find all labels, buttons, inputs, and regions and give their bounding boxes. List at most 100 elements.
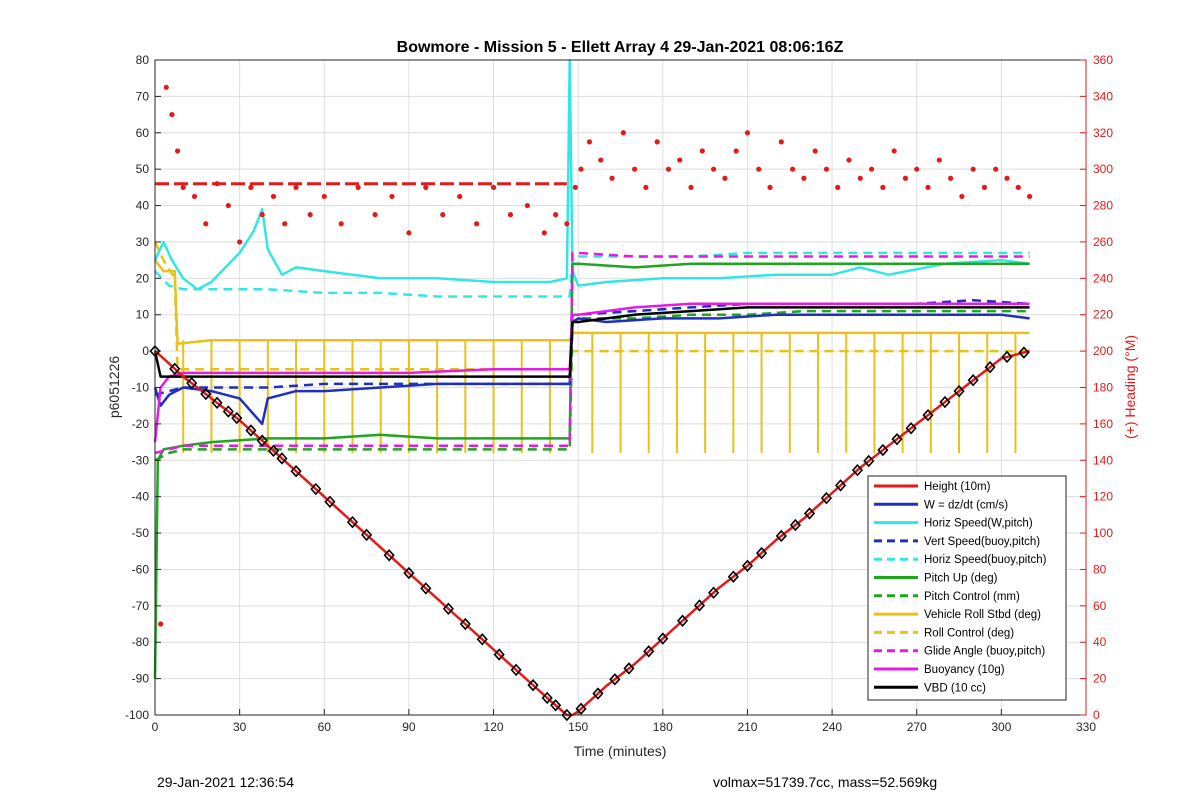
heading-point xyxy=(457,193,463,200)
depth-marker xyxy=(510,663,522,677)
depth-marker xyxy=(493,648,505,661)
series-line-glide-angle-buoy-pitch xyxy=(154,251,1030,455)
depth-marker xyxy=(231,411,243,425)
x-tick-label: 300 xyxy=(991,720,1011,734)
x-tick-label: 90 xyxy=(402,720,416,734)
y-tick-label: 70 xyxy=(136,89,150,103)
y2-tick-label: 80 xyxy=(1093,562,1107,576)
heading-point xyxy=(423,184,429,190)
series-line-vbd-10-cc xyxy=(153,306,1030,378)
depth-marker xyxy=(310,482,322,496)
x-tick-label: 0 xyxy=(152,720,159,734)
y-tick-label: 0 xyxy=(142,344,149,358)
depth-marker xyxy=(1018,346,1030,359)
heading-point xyxy=(259,212,265,218)
heading-point xyxy=(857,175,863,181)
depth-marker xyxy=(383,549,395,562)
depth-marker xyxy=(922,408,934,422)
y2-tick-label: 180 xyxy=(1093,381,1113,395)
depth-marker xyxy=(877,443,889,457)
heading-point xyxy=(756,166,762,172)
depth-marker xyxy=(346,515,359,529)
heading-point xyxy=(733,148,739,154)
heading-point xyxy=(598,157,604,163)
depth-marker xyxy=(267,444,280,458)
depth-marker xyxy=(442,602,454,615)
axis-ticks: 0 30 60 90 120 150 180 210 240 270 300 330-100-90-8… xyxy=(125,53,1113,734)
y2-tick-label: 0 xyxy=(1093,708,1100,722)
y-tick-label: 60 xyxy=(136,126,150,140)
y-tick-label: -20 xyxy=(132,417,150,431)
y-tick-label: -100 xyxy=(125,708,149,722)
series-line-pitch-up-deg xyxy=(153,262,1030,679)
y2-tick-label: 300 xyxy=(1093,162,1113,176)
depth-marker xyxy=(693,599,706,612)
series-line-horiz-speed-w-pitch xyxy=(153,58,1030,291)
depth-marker xyxy=(290,464,302,478)
y-tick-label: 80 xyxy=(136,53,150,67)
x-tick-label: 330 xyxy=(1076,720,1096,734)
legend-label: Buoyancy (10g) xyxy=(924,664,1005,676)
chart-title: Bowmore - Mission 5 - Ellett Array 4 29-… xyxy=(397,39,844,56)
y2-tick-label: 40 xyxy=(1093,635,1107,649)
depth-marker xyxy=(459,617,471,631)
depth-marker xyxy=(851,463,864,477)
depth-marker xyxy=(891,432,903,446)
x-tick-label: 60 xyxy=(318,720,332,734)
heading-point xyxy=(307,212,313,218)
heading-point xyxy=(1015,184,1021,190)
depth-marker xyxy=(820,491,833,505)
heading-point xyxy=(191,193,198,200)
depth-marker xyxy=(403,566,415,580)
depth-marker xyxy=(592,687,604,700)
heading-point xyxy=(936,157,942,163)
depth-marker xyxy=(708,586,720,599)
y-tick-label: -60 xyxy=(132,562,150,576)
depth-marker xyxy=(169,362,181,375)
legend-label: Glide Angle (buoy,pitch) xyxy=(924,646,1045,658)
depth-marker xyxy=(863,454,875,468)
heading-point xyxy=(572,184,578,190)
y-tick-label: -40 xyxy=(132,490,150,504)
heading-point xyxy=(699,148,705,154)
heading-point xyxy=(846,157,852,163)
series-line-vehicle-roll-stbd-deg xyxy=(154,259,1030,346)
heading-point xyxy=(722,175,728,181)
depth-marker xyxy=(276,452,288,465)
y2-tick-label: 280 xyxy=(1093,199,1113,213)
heading-point xyxy=(214,181,220,187)
legend-label: Height (10m) xyxy=(924,481,991,493)
heading-point xyxy=(868,166,875,172)
legend-label: Roll Control (deg) xyxy=(924,627,1014,639)
heading-point xyxy=(925,184,931,190)
depth-marker xyxy=(211,396,223,409)
heading-point xyxy=(225,202,231,209)
depth-marker xyxy=(222,405,234,418)
depth-marker xyxy=(186,376,198,390)
heading-point xyxy=(169,111,175,118)
heading-point xyxy=(1004,175,1010,181)
x-tick-label: 30 xyxy=(233,720,247,734)
heading-point xyxy=(338,221,344,227)
y2-tick-label: 200 xyxy=(1093,344,1113,358)
heading-point xyxy=(993,166,999,172)
heading-point xyxy=(524,202,531,209)
y2-tick-label: 60 xyxy=(1093,599,1107,613)
depth-marker xyxy=(361,528,373,542)
x-tick-label: 180 xyxy=(653,720,673,734)
heading-point xyxy=(1026,193,1033,200)
heading-point xyxy=(507,212,514,218)
heading-point xyxy=(643,184,649,190)
depth-marker xyxy=(609,673,621,686)
heading-point xyxy=(158,621,164,627)
heading-point xyxy=(389,193,395,200)
heading-point xyxy=(823,166,830,172)
depth-marker xyxy=(643,645,655,658)
depth-marker xyxy=(245,424,257,437)
x-tick-label: 150 xyxy=(568,720,588,734)
series-line-buoyancy-10g xyxy=(153,302,1030,443)
legend-label: Pitch Control (mm) xyxy=(924,591,1020,603)
heading-point xyxy=(270,193,277,200)
y-tick-label: -50 xyxy=(132,526,150,540)
heading-point xyxy=(801,175,807,181)
